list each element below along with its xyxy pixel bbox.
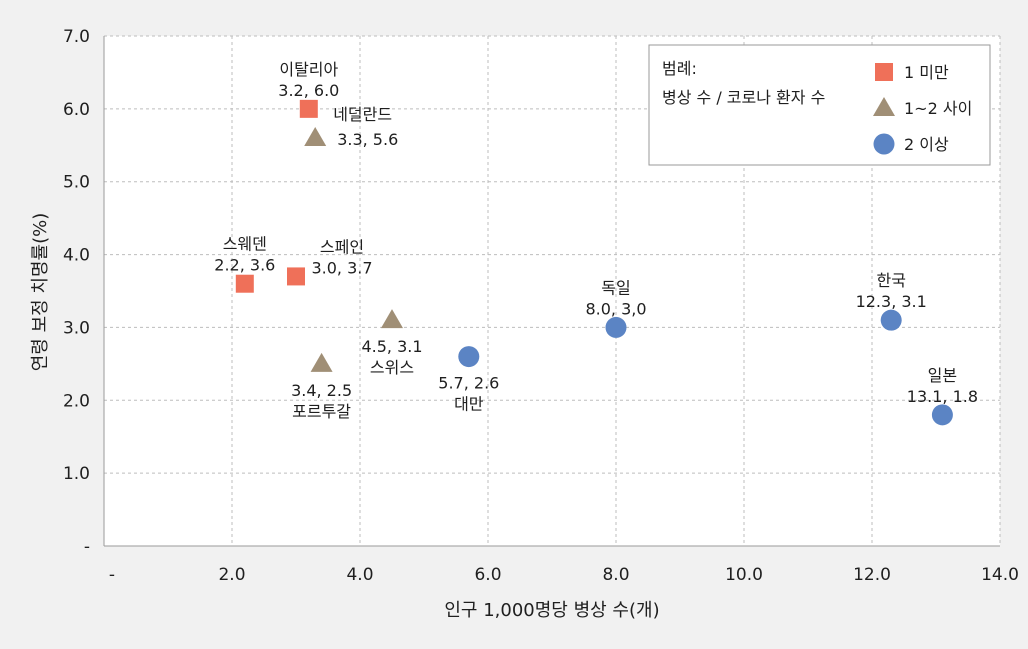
x-tick-label: -: [109, 565, 115, 585]
y-tick-label: 4.0: [63, 246, 90, 266]
x-tick-label: 2.0: [218, 565, 245, 585]
point-name-label: 일본: [928, 366, 957, 385]
point-name-label: 스웨덴: [223, 235, 267, 254]
legend: 범례: 병상 수 / 코로나 환자 수 1 미만 1~2 사이 2 이상: [648, 44, 991, 166]
data-point-marker: [235, 274, 254, 293]
point-labels: 이탈리아 3.2, 6.0 네덜란드 3.3, 5.6 스웨덴 2.2, 3.6 스페인 3.…: [214, 60, 978, 421]
point-value-label: 3.2, 6.0: [278, 81, 339, 100]
y-tick-label: 7.0: [63, 27, 90, 47]
legend-marker-square: [875, 63, 893, 81]
point-name-label: 스위스: [370, 358, 414, 377]
legend-subtitle: 병상 수 / 코로나 환자 수: [662, 88, 825, 107]
point-name-label: 포르투갈: [292, 402, 351, 421]
y-tick-label: -: [84, 537, 90, 557]
x-tick-label: 6.0: [474, 565, 501, 585]
axes: - 1.0 2.0 3.0 4.0 5.0 6.0 7.0 - 2.0 4.0 6.0 8.0 10.0 1…: [63, 27, 1019, 585]
data-point-marker: [880, 309, 902, 331]
data-point-marker: [299, 99, 318, 118]
y-tick-label: 2.0: [63, 391, 90, 411]
x-tick-label: 4.0: [346, 565, 373, 585]
point-value-label: 2.2, 3.6: [214, 256, 275, 275]
x-tick-label: 14.0: [981, 565, 1019, 585]
x-axis-title: 인구 1,000명당 병상 수(개): [444, 600, 659, 621]
data-point-marker: [310, 352, 333, 372]
y-tick-label: 6.0: [63, 100, 90, 120]
point-name-label: 스페인: [320, 237, 364, 256]
point-name-label: 네덜란드: [333, 105, 392, 124]
point-name-label: 한국: [876, 271, 905, 290]
x-tick-label: 10.0: [725, 565, 763, 585]
data-points: [235, 99, 953, 426]
point-name-label: 대만: [454, 395, 484, 414]
y-axis-title: 연령 보정 치명률(%): [30, 213, 51, 372]
legend-title: 범례:: [662, 59, 697, 78]
data-point-marker: [458, 346, 480, 368]
legend-entry-label: 1 미만: [904, 63, 949, 82]
legend-marker-triangle: [873, 97, 895, 116]
legend-box: [648, 44, 991, 166]
legend-marker-circle: [873, 133, 895, 155]
data-point-marker: [381, 309, 403, 329]
point-value-label: 3.0, 3.7: [311, 258, 372, 277]
point-value-label: 4.5, 3.1: [361, 337, 422, 356]
point-value-label: 12.3, 3.1: [856, 292, 927, 311]
point-value-label: 8.0, 3,0: [585, 299, 646, 318]
data-point-marker: [605, 316, 627, 338]
legend-entry-label: 1~2 사이: [904, 99, 972, 118]
y-tick-label: 5.0: [63, 173, 90, 193]
point-value-label: 5.7, 2.6: [438, 374, 499, 393]
point-value-label: 13.1, 1.8: [907, 387, 978, 406]
point-value-label: 3.3, 5.6: [337, 130, 398, 149]
data-point-marker: [287, 267, 305, 286]
y-tick-label: 1.0: [63, 464, 90, 484]
point-name-label: 독일: [601, 278, 630, 297]
y-tick-label: 3.0: [63, 318, 90, 338]
data-point-marker: [931, 404, 953, 426]
x-tick-label: 8.0: [602, 565, 629, 585]
data-point-marker: [304, 127, 327, 146]
legend-entry-label: 2 이상: [904, 135, 949, 154]
x-tick-label: 12.0: [853, 565, 891, 585]
point-value-label: 3.4, 2.5: [291, 381, 352, 400]
point-name-label: 이탈리아: [279, 60, 338, 79]
